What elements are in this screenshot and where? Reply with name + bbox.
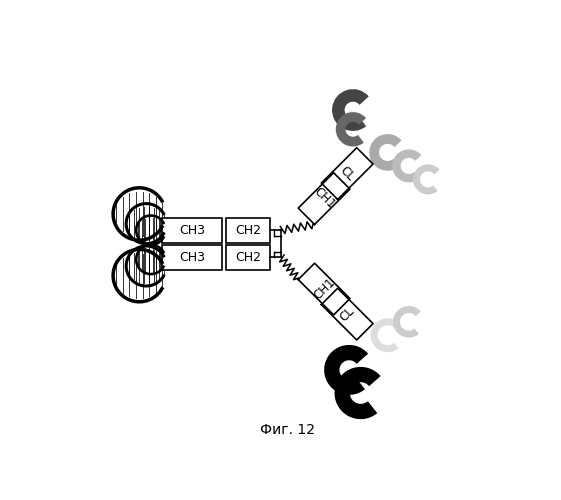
Bar xyxy=(162,218,222,243)
Text: Фиг. 12: Фиг. 12 xyxy=(260,422,315,436)
Bar xyxy=(226,218,270,243)
Bar xyxy=(162,245,222,270)
Text: CL: CL xyxy=(337,164,357,184)
Polygon shape xyxy=(298,263,350,315)
Text: CH3: CH3 xyxy=(179,251,205,264)
Text: CL: CL xyxy=(337,304,357,324)
Text: CH1: CH1 xyxy=(311,186,337,212)
Polygon shape xyxy=(321,148,373,200)
Text: CH3: CH3 xyxy=(179,224,205,237)
Bar xyxy=(226,245,270,270)
Text: CH2: CH2 xyxy=(235,224,261,237)
Text: CH1: CH1 xyxy=(311,276,337,302)
Text: CH2: CH2 xyxy=(235,251,261,264)
Polygon shape xyxy=(321,288,373,340)
Polygon shape xyxy=(298,172,350,225)
